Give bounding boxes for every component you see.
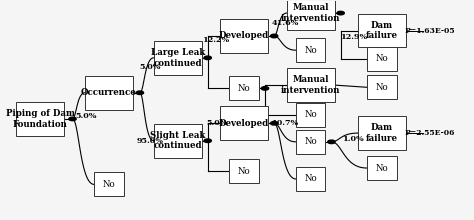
FancyBboxPatch shape <box>357 14 406 48</box>
Text: 41.6%: 41.6% <box>272 19 299 27</box>
Text: Slight Leak
continued: Slight Leak continued <box>150 131 205 150</box>
FancyBboxPatch shape <box>154 124 202 158</box>
FancyBboxPatch shape <box>296 103 326 126</box>
Text: No: No <box>304 174 317 183</box>
FancyBboxPatch shape <box>367 75 397 99</box>
FancyBboxPatch shape <box>367 47 397 71</box>
Text: No: No <box>304 46 317 55</box>
FancyBboxPatch shape <box>220 106 268 140</box>
Circle shape <box>204 56 211 60</box>
Circle shape <box>328 140 335 144</box>
Text: P=2.55E-06: P=2.55E-06 <box>405 129 455 137</box>
FancyBboxPatch shape <box>85 76 133 110</box>
FancyBboxPatch shape <box>296 38 326 62</box>
Text: Developed: Developed <box>219 31 269 40</box>
Circle shape <box>136 91 144 94</box>
Text: Large Leak
continued: Large Leak continued <box>151 48 205 68</box>
Text: Manual
intervention: Manual intervention <box>281 75 340 95</box>
Text: Piping of Dam
Foundation: Piping of Dam Foundation <box>6 109 75 129</box>
FancyBboxPatch shape <box>287 68 335 102</box>
Text: No: No <box>375 163 388 172</box>
FancyBboxPatch shape <box>229 159 259 183</box>
FancyBboxPatch shape <box>367 156 397 180</box>
Text: Occurrence: Occurrence <box>81 88 137 97</box>
Text: Developed: Developed <box>219 119 269 128</box>
Circle shape <box>69 117 76 121</box>
FancyBboxPatch shape <box>94 172 124 196</box>
Text: No: No <box>304 110 317 119</box>
Text: Dam
failure: Dam failure <box>365 123 398 143</box>
FancyBboxPatch shape <box>154 41 202 75</box>
Text: Dam
failure: Dam failure <box>365 21 398 40</box>
FancyBboxPatch shape <box>16 102 64 136</box>
Circle shape <box>337 11 344 15</box>
Circle shape <box>261 87 269 90</box>
Circle shape <box>271 121 278 125</box>
Circle shape <box>204 139 211 143</box>
FancyBboxPatch shape <box>220 19 268 53</box>
Text: No: No <box>103 180 115 189</box>
Text: 5.0%: 5.0% <box>139 62 161 71</box>
Text: 5.0%: 5.0% <box>75 112 97 120</box>
FancyBboxPatch shape <box>296 130 326 154</box>
Circle shape <box>271 34 278 38</box>
Text: No: No <box>304 137 317 146</box>
FancyBboxPatch shape <box>229 76 259 100</box>
Text: No: No <box>375 54 388 63</box>
Text: 1.0%: 1.0% <box>343 135 365 143</box>
Text: No: No <box>375 83 388 92</box>
Text: Manual
intervention: Manual intervention <box>281 3 340 23</box>
Text: 10.7%: 10.7% <box>272 119 299 127</box>
Text: 12.9%: 12.9% <box>340 33 368 41</box>
FancyBboxPatch shape <box>357 116 406 150</box>
Text: No: No <box>238 167 250 176</box>
Text: No: No <box>238 84 250 93</box>
Text: P=1.63E-05: P=1.63E-05 <box>404 27 455 35</box>
FancyBboxPatch shape <box>287 0 335 30</box>
Text: 95.0%: 95.0% <box>137 137 164 145</box>
FancyBboxPatch shape <box>296 167 326 191</box>
Text: 12.2%: 12.2% <box>203 36 230 44</box>
Text: 5.0%: 5.0% <box>206 119 228 127</box>
